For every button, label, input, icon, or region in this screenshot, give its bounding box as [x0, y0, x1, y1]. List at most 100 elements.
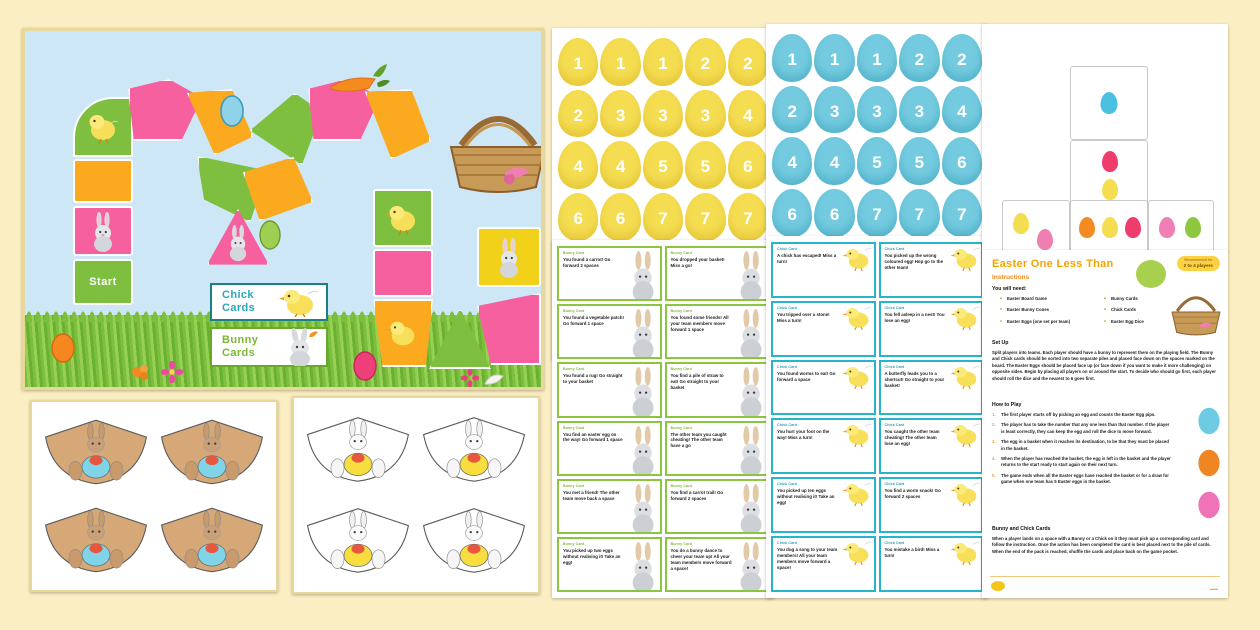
basket-icon [449, 116, 541, 193]
bunny-card[interactable]: Bunny Card You do a bunny dance to cheer … [664, 536, 769, 592]
card-title: Bunny Card [563, 425, 585, 430]
board-tile[interactable] [373, 189, 433, 247]
bunny-cone-template[interactable] [156, 498, 268, 582]
number-egg[interactable]: 2 [685, 38, 726, 86]
bunny-cone-template[interactable] [302, 497, 414, 584]
number-egg[interactable]: 4 [558, 141, 599, 190]
board-tile[interactable] [73, 97, 133, 157]
chick-card[interactable]: Chick Card You find a worm snack! Go forw… [878, 477, 983, 534]
chick-card[interactable]: Chick Card You found worms to eat! Go for… [771, 359, 876, 416]
number-egg[interactable]: 3 [856, 85, 898, 134]
number-egg[interactable]: 7 [685, 193, 726, 241]
bunny-card[interactable]: Bunny Card You found a rug! Go straight t… [557, 362, 662, 418]
chick-card[interactable]: Chick Card You fell asleep in a nest! You… [878, 300, 983, 357]
bunny-cone-icon [422, 508, 526, 573]
bunny-card[interactable]: Bunny Card The other team you caught chea… [664, 420, 769, 476]
number-egg[interactable]: 1 [642, 38, 684, 86]
bunny-card[interactable]: Bunny Card You found a vegetable patch! G… [557, 304, 662, 360]
number-egg[interactable]: 4 [814, 137, 855, 186]
number-egg[interactable]: 4 [727, 89, 768, 138]
number-egg[interactable]: 1 [600, 38, 641, 86]
number-egg[interactable]: 2 [727, 38, 768, 86]
chick-card[interactable]: Chick Card You dug a song to your team me… [771, 536, 876, 592]
chick-cards-slot[interactable]: Chick Cards [210, 283, 328, 321]
chick-card[interactable]: Chick Card You picked up the wrong colour… [878, 242, 983, 298]
number-egg[interactable]: 2 [941, 34, 982, 82]
bunny-card[interactable]: Bunny Card You met a friend! The other te… [557, 478, 662, 534]
chick-card[interactable]: Chick Card You tripped over a stone! Miss… [771, 300, 876, 357]
number-egg[interactable]: 7 [941, 189, 982, 237]
number-egg[interactable]: 1 [772, 34, 813, 82]
number-egg[interactable]: 1 [856, 34, 898, 82]
bunny-card[interactable]: Bunny Card You found a carrot! Go forward… [557, 246, 662, 302]
chick-cards-sheet[interactable]: Chick Card A chick has escaped! Miss a tu… [766, 236, 988, 598]
bunny-cone-template[interactable] [418, 406, 530, 493]
number-egg[interactable]: 6 [941, 137, 982, 186]
number-egg[interactable]: 6 [772, 189, 813, 237]
number-egg[interactable]: 6 [558, 193, 599, 241]
chick-card[interactable]: Chick Card You caught the other team chea… [878, 418, 983, 475]
number-egg[interactable]: 7 [899, 189, 940, 237]
number-egg[interactable]: 1 [814, 34, 855, 82]
number-egg[interactable]: 6 [814, 189, 855, 237]
number-egg[interactable]: 3 [600, 89, 641, 138]
number-egg[interactable]: 5 [685, 141, 726, 190]
yellow-egg-icon [991, 581, 1005, 591]
number-egg[interactable]: 5 [642, 141, 684, 190]
number-egg[interactable]: 3 [642, 89, 684, 138]
bunny-cone-template[interactable] [418, 497, 530, 584]
bunny-card[interactable]: Bunny Card You find a pile of straw to ea… [664, 362, 769, 418]
board-game-sheet[interactable]: Start [22, 28, 544, 390]
white-cone-grid [302, 406, 530, 584]
number-egg[interactable]: 3 [685, 89, 726, 138]
number-egg[interactable]: 4 [941, 85, 982, 134]
chick-card[interactable]: Chick Card You mistake a bird! Miss a tur… [878, 536, 983, 592]
number-egg[interactable]: 7 [642, 193, 684, 241]
board-tile[interactable] [73, 159, 133, 203]
board-tile[interactable] [373, 249, 433, 297]
bunny-cone-template[interactable] [40, 498, 152, 582]
bunny-card[interactable]: Bunny Card You find an easter egg on the … [557, 420, 662, 476]
number-egg[interactable]: 4 [772, 137, 813, 186]
bunny-cone-template[interactable] [40, 410, 152, 494]
board-tile[interactable] [73, 206, 133, 256]
number-egg-label: 1 [872, 49, 882, 69]
bunny-card[interactable]: Bunny Card You dropped your basket! Miss … [664, 246, 769, 302]
number-egg[interactable]: 2 [558, 89, 599, 138]
number-egg[interactable]: 7 [856, 189, 898, 237]
bunny-card[interactable]: Bunny Card You find a carrot trail! Go fo… [664, 478, 769, 534]
number-egg[interactable]: 6 [600, 193, 641, 241]
chick-icon [387, 322, 415, 346]
instructions-sheet[interactable]: Easter One Less Than Recommended for 2 t… [982, 250, 1228, 598]
egg-pip [1079, 217, 1095, 238]
bunny-tail-icon [484, 374, 504, 385]
chick-card[interactable]: Chick Card You hurt your foot on the way!… [771, 418, 876, 475]
number-egg[interactable]: 2 [772, 85, 813, 134]
number-egg[interactable]: 6 [727, 141, 768, 190]
chick-card[interactable]: Chick Card A butterfly leads you to a sho… [878, 359, 983, 416]
chick-card[interactable]: Chick Card A chick has escaped! Miss a tu… [771, 242, 876, 298]
bunny-cards-slot[interactable]: Bunny Cards [210, 327, 328, 367]
easter-egg-dice-sheet[interactable] [982, 24, 1228, 260]
number-egg[interactable]: 3 [814, 85, 855, 134]
brown-bunny-cones-sheet[interactable] [30, 400, 278, 592]
chick-cards-grid: Chick Card A chick has escaped! Miss a tu… [771, 242, 983, 592]
bunny-cone-template[interactable] [156, 410, 268, 494]
white-bunny-cones-sheet[interactable] [292, 396, 540, 594]
number-egg[interactable]: 5 [856, 137, 898, 186]
bunny-cone-icon [160, 507, 264, 573]
board-tile[interactable] [373, 299, 433, 367]
number-egg[interactable]: 5 [899, 137, 940, 186]
chick-card[interactable]: Chick Card You picked up ten eggs without… [771, 477, 876, 534]
bunny-cards-sheet[interactable]: Bunny Card You found a carrot! Go forward… [552, 240, 774, 598]
board-tile[interactable] [477, 227, 541, 287]
number-egg[interactable]: 7 [727, 193, 768, 241]
bunny-cone-template[interactable] [302, 406, 414, 493]
number-egg[interactable]: 1 [558, 38, 599, 86]
bunny-card[interactable]: Bunny Card You picked up two eggs without… [557, 536, 662, 592]
number-egg[interactable]: 2 [899, 34, 940, 82]
board-tile-start[interactable]: Start [73, 259, 133, 305]
number-egg[interactable]: 3 [899, 85, 940, 134]
number-egg[interactable]: 4 [600, 141, 641, 190]
bunny-card[interactable]: Bunny Card You found some friends! All yo… [664, 304, 769, 360]
